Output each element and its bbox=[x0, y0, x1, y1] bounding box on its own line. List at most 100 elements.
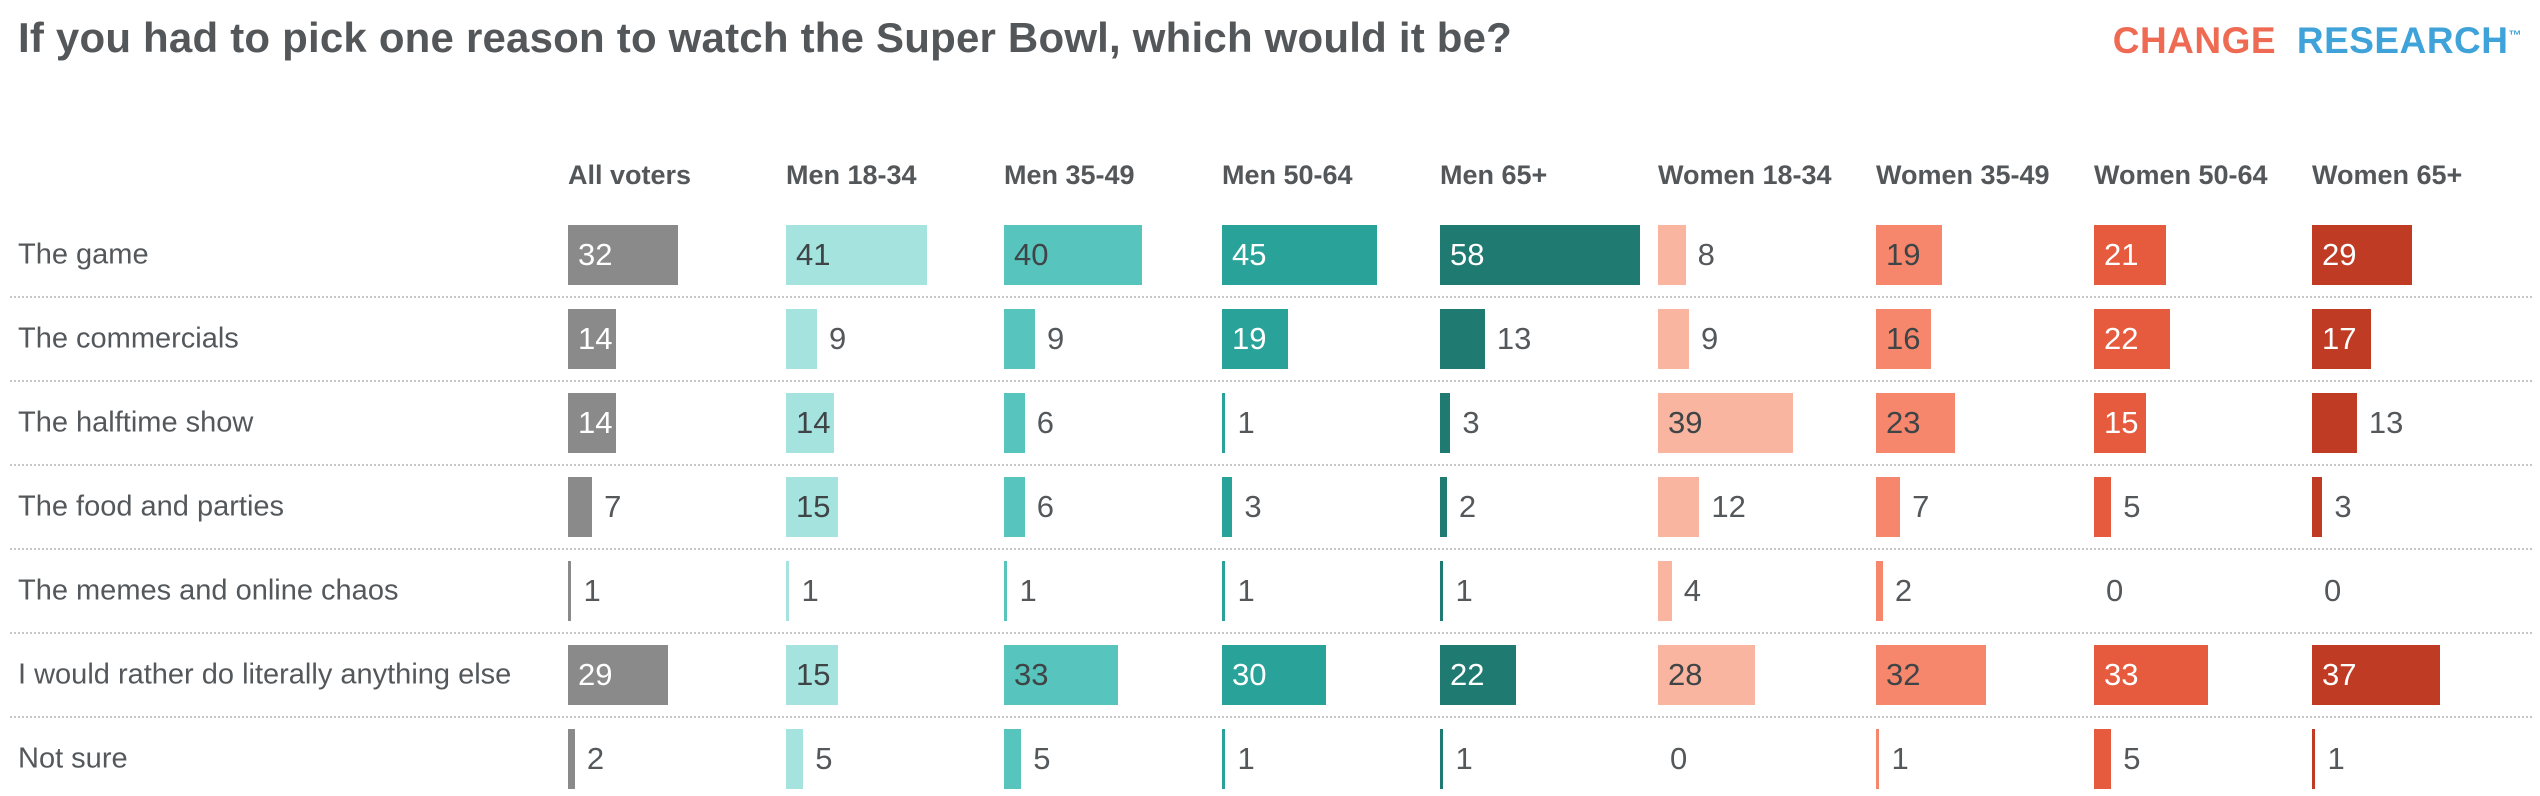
bar bbox=[1440, 309, 1485, 369]
bar bbox=[786, 561, 790, 621]
bar bbox=[1004, 561, 1008, 621]
column-header: Women 35-49 bbox=[1876, 160, 2050, 190]
bar bbox=[568, 729, 575, 789]
bar-value-label: 19 bbox=[1886, 237, 1921, 272]
bar bbox=[2094, 729, 2112, 789]
column-header: Women 18-34 bbox=[1658, 160, 1832, 190]
bar bbox=[1440, 729, 1444, 789]
bar bbox=[568, 393, 617, 453]
bar-value-label: 29 bbox=[578, 657, 613, 692]
bar-value-label: 15 bbox=[2104, 405, 2139, 440]
bar bbox=[1658, 393, 1793, 453]
bar-value-label: 1 bbox=[801, 573, 819, 608]
bar-value-label: 13 bbox=[1496, 321, 1532, 356]
bar-value-label: 9 bbox=[1047, 321, 1065, 356]
bar-value-label: 2 bbox=[1894, 573, 1913, 608]
column-headers: All voters Men 18-34 Men 35-49 Men 50-64 Men… bbox=[0, 160, 2540, 214]
bar-value-label: 5 bbox=[2123, 741, 2141, 776]
bar-value-label: 17 bbox=[2322, 321, 2357, 356]
bar bbox=[2312, 477, 2323, 537]
bar bbox=[2312, 309, 2371, 369]
bar-value-label: 58 bbox=[1450, 237, 1485, 272]
bar bbox=[1876, 477, 1901, 537]
bar bbox=[1222, 477, 1233, 537]
row-label: The game bbox=[18, 238, 149, 271]
bar-value-label: 3 bbox=[1462, 405, 1480, 440]
bar bbox=[1222, 225, 1378, 285]
brand-logo-tm: ™ bbox=[2508, 27, 2522, 43]
bar bbox=[786, 729, 804, 789]
table-row: The game 32 41 40 45 58 8 19 21 29 bbox=[10, 214, 2532, 298]
bar bbox=[1222, 645, 1326, 705]
bar-value-label: 3 bbox=[2334, 489, 2352, 524]
column-header: All voters bbox=[568, 160, 692, 190]
bar-value-label: 12 bbox=[1711, 489, 1746, 524]
brand-logo: CHANGE RESEARCH™ bbox=[2113, 20, 2522, 62]
bar bbox=[1658, 561, 1672, 621]
bar bbox=[1004, 729, 1022, 789]
bar bbox=[1440, 225, 1641, 285]
bar-value-label: 21 bbox=[2104, 237, 2139, 272]
bar-value-label: 14 bbox=[578, 321, 613, 356]
bar-value-label: 2 bbox=[1458, 489, 1477, 524]
table-row: The food and parties 7 15 6 3 2 12 7 5 3 bbox=[10, 466, 2532, 550]
bar-value-label: 32 bbox=[1886, 657, 1921, 692]
bar-value-label: 6 bbox=[1036, 489, 1054, 524]
bar bbox=[1440, 477, 1447, 537]
bar-value-label: 1 bbox=[1455, 573, 1473, 608]
bar-value-label: 6 bbox=[1036, 405, 1054, 440]
bar bbox=[568, 225, 679, 285]
bar-value-label: 33 bbox=[2104, 657, 2139, 692]
bar bbox=[2094, 645, 2208, 705]
bar-value-label: 7 bbox=[604, 489, 622, 524]
bar bbox=[1004, 477, 1025, 537]
bar-value-label: 32 bbox=[578, 237, 613, 272]
bar-value-label: 0 bbox=[2324, 573, 2342, 608]
bar bbox=[786, 225, 928, 285]
table-row: The commercials 14 9 9 19 13 9 16 22 17 bbox=[10, 298, 2532, 382]
bar-value-label: 40 bbox=[1014, 237, 1049, 272]
column-header: Women 65+ bbox=[2312, 160, 2463, 190]
bar-value-label: 1 bbox=[1237, 405, 1255, 440]
bar-value-label: 1 bbox=[583, 573, 601, 608]
bar bbox=[786, 645, 838, 705]
bar-value-label: 15 bbox=[796, 657, 831, 692]
row-label: I would rather do literally anything els… bbox=[18, 658, 512, 691]
column-header: Men 35-49 bbox=[1004, 160, 1135, 190]
bar bbox=[1222, 561, 1226, 621]
row-label: The commercials bbox=[18, 322, 239, 355]
bar bbox=[2094, 393, 2146, 453]
bar-value-label: 1 bbox=[1891, 741, 1909, 776]
column-header: Men 65+ bbox=[1440, 160, 1548, 190]
bar bbox=[568, 645, 669, 705]
bar-value-label: 45 bbox=[1232, 237, 1267, 272]
bar-value-label: 37 bbox=[2322, 657, 2357, 692]
bar-value-label: 9 bbox=[829, 321, 847, 356]
bar-value-label: 8 bbox=[1697, 237, 1715, 272]
bar-value-label: 16 bbox=[1886, 321, 1921, 356]
bar bbox=[1222, 309, 1288, 369]
bar-value-label: 1 bbox=[1455, 741, 1473, 776]
bar-value-label: 22 bbox=[2104, 321, 2139, 356]
row-label: Not sure bbox=[18, 742, 128, 775]
bar-value-label: 2 bbox=[586, 741, 605, 776]
bar bbox=[1222, 729, 1226, 789]
column-header: Men 50-64 bbox=[1222, 160, 1353, 190]
bar bbox=[1876, 393, 1956, 453]
bar bbox=[2312, 729, 2316, 789]
bar bbox=[1004, 393, 1025, 453]
bar-value-label: 1 bbox=[1237, 741, 1255, 776]
bar-value-label: 4 bbox=[1683, 573, 1702, 608]
grouped-bar-chart: The game 32 41 40 45 58 8 19 21 29 The commercials… bbox=[0, 214, 2540, 796]
bar-value-label: 9 bbox=[1701, 321, 1719, 356]
bar-value-label: 28 bbox=[1668, 657, 1703, 692]
bar-value-label: 1 bbox=[1237, 573, 1255, 608]
row-label: The halftime show bbox=[18, 406, 254, 439]
bar-value-label: 23 bbox=[1886, 405, 1921, 440]
bar-value-label: 5 bbox=[815, 741, 833, 776]
brand-logo-change: CHANGE bbox=[2112, 20, 2277, 61]
column-header: Men 18-34 bbox=[786, 160, 917, 190]
bar bbox=[568, 309, 617, 369]
bar-value-label: 29 bbox=[2322, 237, 2357, 272]
bar bbox=[2312, 645, 2440, 705]
